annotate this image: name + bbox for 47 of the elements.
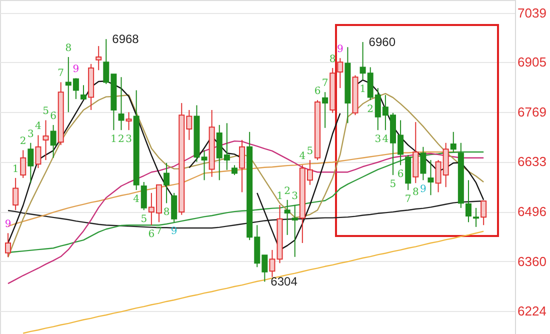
- text: 7: [322, 78, 328, 90]
- y-tick-label: 6633: [518, 154, 546, 170]
- text: 4: [35, 121, 42, 132]
- text: 7: [58, 68, 64, 80]
- text: 2: [20, 136, 26, 148]
- text: 9: [4, 219, 12, 230]
- text: 1: [360, 84, 366, 96]
- text: 7: [404, 194, 412, 206]
- annotation: 6960: [368, 35, 396, 50]
- y-tick-label: 6496: [518, 204, 546, 220]
- text: 6: [314, 86, 321, 98]
- text: 4: [299, 151, 306, 162]
- text: 4: [382, 134, 389, 146]
- text: 2: [284, 186, 291, 197]
- annotation: 6968: [112, 32, 140, 46]
- text: 8: [412, 187, 419, 198]
- text: 9: [170, 226, 178, 238]
- y-tick-label: 6905: [518, 54, 546, 70]
- text: 9: [72, 64, 80, 76]
- text: 2: [367, 104, 374, 116]
- text: 6: [397, 169, 404, 180]
- text: 8: [329, 54, 336, 65]
- text: 3: [126, 134, 132, 146]
- text: 8: [163, 207, 170, 218]
- y-tick-label: 7039: [518, 6, 546, 21]
- text: 8: [65, 43, 72, 54]
- text: 5: [390, 179, 396, 190]
- text: 5: [140, 214, 148, 226]
- text: 9: [336, 44, 344, 56]
- text: 1: [110, 134, 117, 146]
- text: 1: [276, 191, 283, 202]
- text: 6: [50, 110, 56, 122]
- text: 9: [420, 184, 426, 196]
- text: 3: [292, 191, 298, 202]
- annotation: 6304: [270, 274, 298, 289]
- text: 2: [118, 134, 124, 146]
- text: 5: [306, 146, 314, 158]
- text: 5: [42, 106, 49, 118]
- text: 6: [148, 229, 155, 240]
- y-tick-label: 6360: [518, 254, 546, 269]
- y-tick-label: 6224: [518, 303, 546, 318]
- text: 4: [133, 194, 140, 206]
- text: 7: [156, 226, 162, 238]
- text: 1: [12, 164, 19, 175]
- y-tick-label: 6769: [518, 104, 546, 120]
- text: 3: [374, 134, 382, 146]
- text: 3: [27, 128, 34, 140]
